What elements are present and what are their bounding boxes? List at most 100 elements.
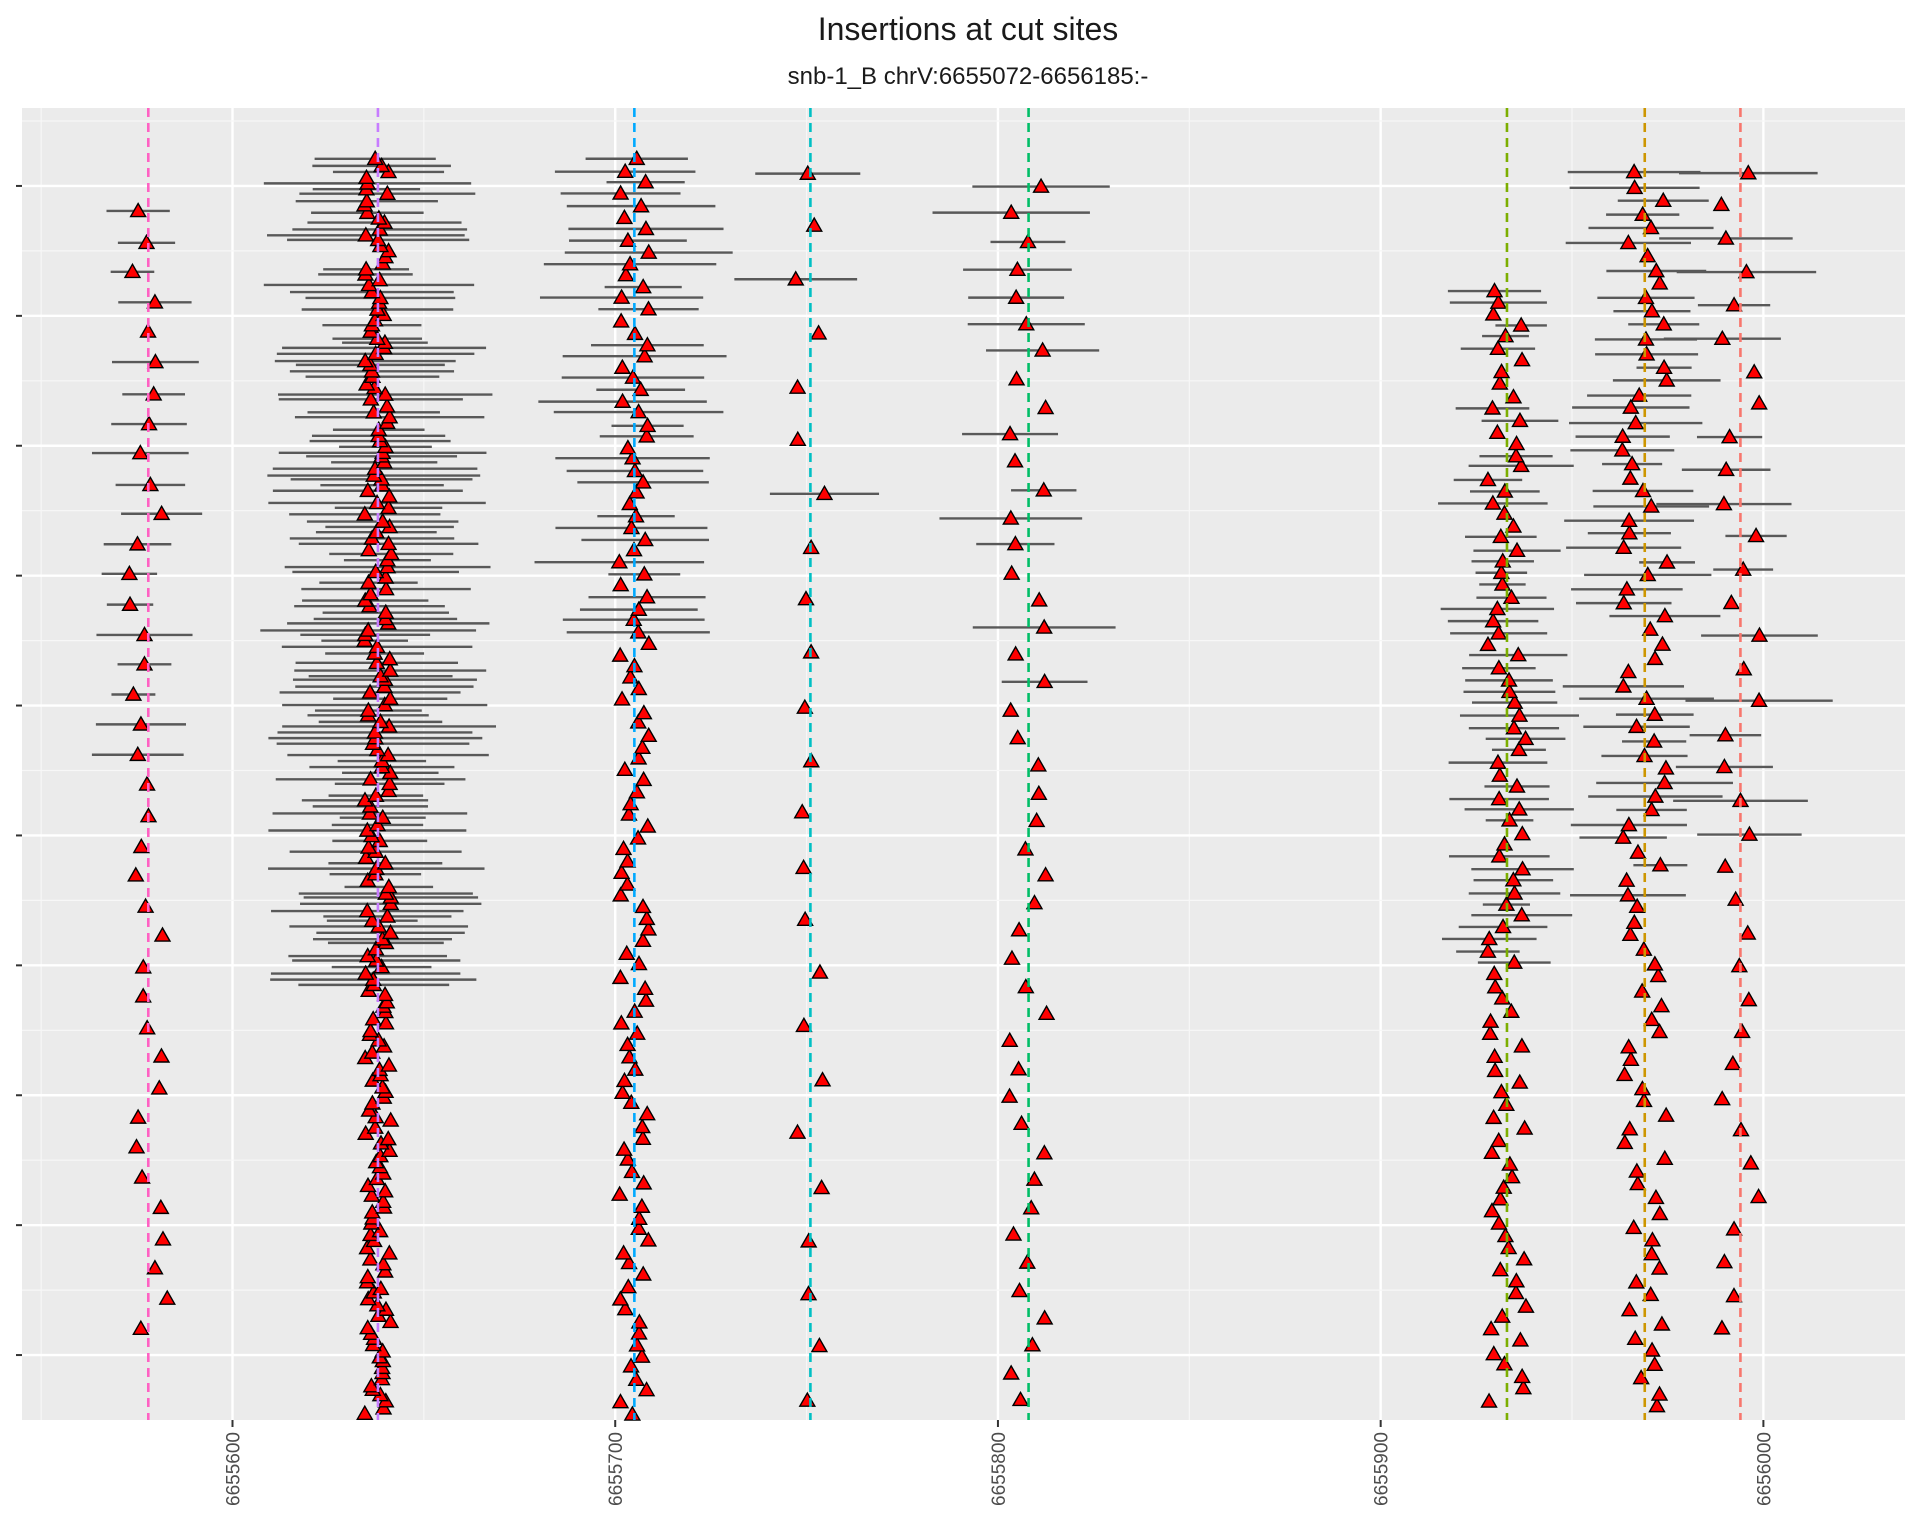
insertion-marker — [363, 1203, 381, 1219]
insertion-marker — [1515, 1119, 1534, 1135]
insertion-marker — [382, 544, 400, 561]
insertion-marker — [634, 897, 652, 914]
insertion-marker — [129, 1108, 147, 1124]
insertion-marker — [1030, 784, 1048, 801]
insertion-marker — [636, 979, 654, 996]
insertion-marker — [1750, 394, 1768, 410]
insertion-marker — [1483, 399, 1502, 415]
insertion-marker — [152, 504, 171, 521]
insertion-marker — [366, 562, 385, 579]
insertion-marker — [1008, 729, 1027, 745]
insertion-marker — [1632, 1369, 1650, 1385]
insertion-marker — [611, 646, 629, 662]
insertion-marker — [1510, 800, 1528, 816]
insertion-marker — [623, 1162, 641, 1179]
insertion-marker — [1492, 362, 1511, 379]
insertion-marker — [380, 408, 399, 424]
insertion-marker — [1646, 955, 1664, 971]
insertion-marker — [1480, 1392, 1498, 1408]
insertion-marker — [1032, 177, 1050, 193]
insertion-marker — [612, 1014, 631, 1030]
insertion-marker — [381, 1111, 400, 1127]
insertion-marker — [1002, 1364, 1020, 1380]
insertion-marker — [357, 226, 375, 242]
insertion-marker — [1490, 847, 1509, 863]
insertion-marker — [1653, 635, 1672, 651]
insertion-marker — [815, 484, 834, 501]
insertion-marker — [1491, 374, 1509, 390]
insertion-marker — [616, 1300, 634, 1316]
insertion-marker — [1009, 1060, 1028, 1076]
insertion-marker — [638, 909, 656, 926]
insertion-marker — [630, 679, 648, 696]
insertion-marker — [1620, 511, 1638, 528]
x-tick-label: 6656000 — [1754, 1432, 1775, 1506]
insertion-marker — [1485, 1345, 1503, 1361]
insertion-marker — [634, 770, 653, 787]
insertion-marker — [1012, 1114, 1031, 1131]
insertion-marker — [1643, 1010, 1661, 1027]
insertion-marker — [1479, 635, 1497, 652]
insertion-marker — [619, 439, 637, 455]
insertion-marker — [1505, 953, 1523, 969]
insertion-marker — [1508, 777, 1526, 793]
x-tick-label: 6655700 — [606, 1432, 627, 1506]
insertion-marker — [133, 1168, 151, 1184]
insertion-marker — [127, 866, 145, 882]
insertion-marker — [1027, 811, 1046, 828]
insertion-marker — [1509, 646, 1527, 662]
insertion-marker — [357, 375, 376, 391]
insertion-marker — [1619, 234, 1638, 250]
insertion-marker — [150, 1079, 169, 1095]
insertion-marker — [1035, 1144, 1054, 1160]
insertion-marker — [1650, 1385, 1669, 1401]
insertion-marker — [1634, 482, 1652, 498]
insertion-marker — [1643, 1231, 1662, 1247]
insertion-marker — [630, 1219, 648, 1235]
insertion-marker — [640, 243, 658, 259]
insertion-marker — [1489, 1131, 1508, 1148]
insertion-marker — [1508, 541, 1526, 557]
insertion-marker — [633, 1347, 651, 1363]
insertion-marker — [1625, 178, 1644, 195]
insertion-marker — [1630, 386, 1648, 402]
insertion-marker — [1658, 371, 1676, 387]
insertion-marker — [128, 535, 147, 551]
insertion-marker — [1035, 481, 1053, 497]
insertion-marker — [1613, 441, 1632, 457]
insertion-marker — [129, 745, 147, 762]
insertion-marker — [617, 266, 635, 282]
insertion-marker — [1655, 358, 1673, 375]
insertion-marker — [634, 278, 652, 294]
insertion-marker — [1491, 766, 1509, 782]
insertion-marker — [1479, 471, 1497, 487]
insertion-marker — [1620, 816, 1638, 832]
insertion-marker — [789, 430, 807, 447]
insertion-marker — [1646, 705, 1664, 721]
insertion-marker — [1725, 1287, 1743, 1303]
insertion-marker — [124, 685, 143, 701]
insertion-marker — [1484, 305, 1503, 321]
insertion-marker — [794, 858, 813, 875]
insertion-marker — [129, 202, 147, 218]
insertion-marker — [1492, 563, 1511, 580]
insertion-marker — [813, 1071, 832, 1087]
insertion-marker — [1513, 906, 1531, 922]
insertion-marker — [610, 1185, 629, 1201]
x-axis: 6655600 6655700 6655800 6655900 6656000 — [16, 184, 1775, 1506]
insertion-marker — [146, 1259, 164, 1275]
insertion-marker — [1620, 1301, 1639, 1317]
insertion-marker — [1629, 843, 1647, 859]
insertion-marker — [1505, 719, 1523, 735]
insertion-marker — [1739, 164, 1758, 180]
insertion-marker — [359, 701, 378, 717]
insertion-marker — [1007, 288, 1025, 304]
insertion-marker — [639, 1231, 658, 1247]
insertion-marker — [1505, 693, 1524, 709]
insertion-marker — [144, 385, 163, 401]
insertion-marker — [380, 878, 398, 894]
insertion-marker — [1643, 1341, 1661, 1357]
insertion-marker — [1484, 612, 1502, 628]
insertion-marker — [1001, 1031, 1019, 1047]
insertion-marker — [379, 498, 398, 515]
